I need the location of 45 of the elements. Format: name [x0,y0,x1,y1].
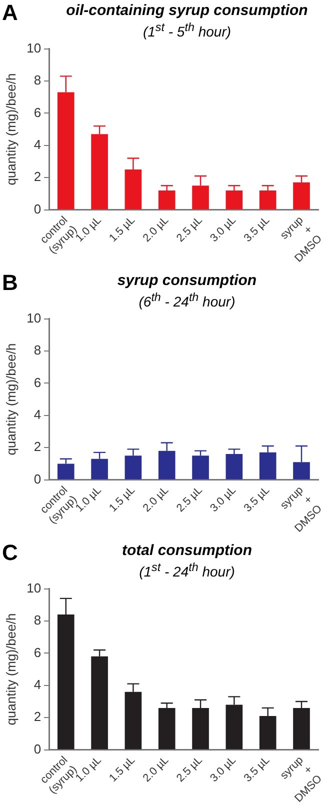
x-tick-label: 2.5 µL [174,484,205,515]
text: B [2,270,18,296]
x-tick-label: 3.0 µL [208,754,238,785]
y-tick-label: 2 [34,439,42,454]
y-tick-label: 0 [34,741,42,756]
y-tick-label: 8 [34,612,42,628]
x-tick-label: 2.0 µL [140,214,172,245]
x-tick-label: 3.5 µL [242,484,272,515]
y-tick-label: 10 [26,40,42,56]
x-tick-label: 2.5 µL [174,754,205,785]
y-tick-label: 6 [34,644,42,660]
x-tick-label: 1.5 µL [107,214,138,245]
x-tick-label: 2.5 µL [174,214,205,245]
text: C [2,540,18,566]
chart-subtitle: (1$^{st}$ - 24$^{th}$ hour) [138,560,236,581]
x-tick-label: 3.5 µL [242,214,272,245]
y-tick-label: 8 [34,342,42,358]
x-tick-label: 2.0 µL [140,484,172,515]
y-tick-label: 2 [34,169,42,184]
x-tick-label: 3.0 µL [208,484,238,515]
y-tick-label: 0 [34,471,42,486]
y-tick-label: 8 [34,72,42,88]
chart-title: total consumption [121,542,253,559]
y-tick-label: 4 [34,136,42,152]
x-tick-label: 1.5 µL [107,484,138,515]
chart-title: syrup consumption [116,272,258,289]
y-tick-label: 4 [34,406,42,422]
y-tick-label: 10 [26,310,42,326]
chart-title: oil-containing syrup consumption [65,2,309,19]
y-axis-title: quantity (mg)/bee/h [3,73,18,186]
x-tick-label: 2.0 µL [140,754,172,785]
y-tick-label: 0 [34,201,42,216]
y-tick-label: 6 [34,374,42,390]
x-tick-label: 3.0 µL [208,214,238,245]
y-axis-title: quantity (mg)/bee/h [3,613,18,726]
text: A [2,0,18,26]
y-tick-label: 4 [34,676,42,692]
y-tick-label: 10 [26,580,42,596]
y-axis-title: quantity (mg)/bee/h [3,343,18,456]
chart-subtitle: (6$^{th}$ - 24$^{th}$ hour) [138,290,236,311]
x-tick-label: 1.5 µL [107,754,138,785]
chart-subtitle: (1$^{st}$ - 5$^{th}$ hour) [142,20,232,41]
y-tick-label: 6 [34,104,42,120]
y-tick-label: 2 [34,709,42,724]
x-tick-label: 3.5 µL [242,754,272,785]
